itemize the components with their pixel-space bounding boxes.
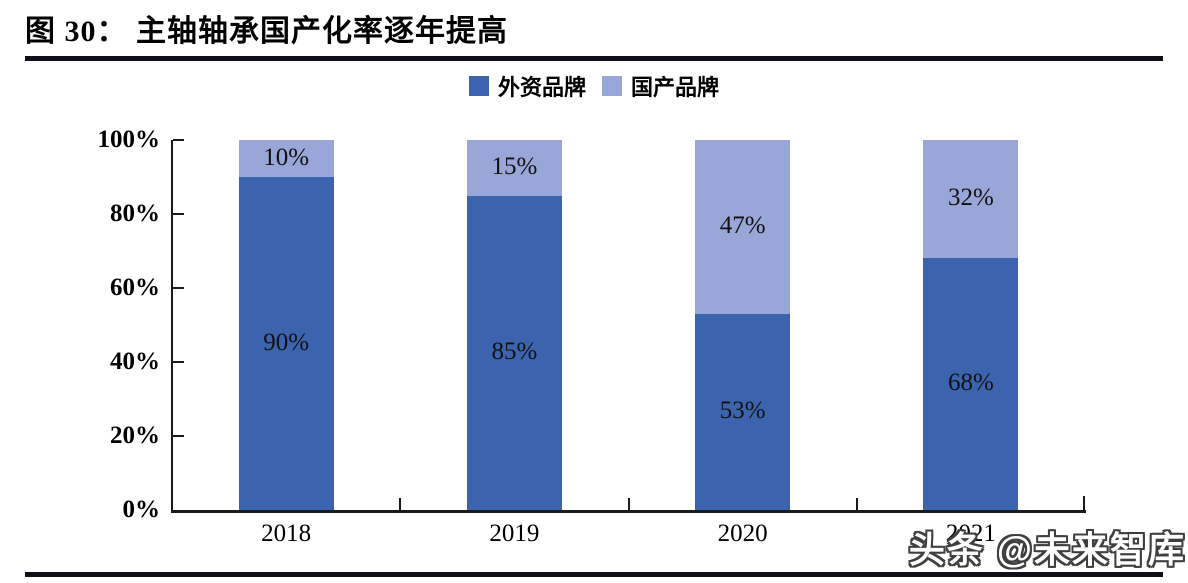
x-category-label: 2020 xyxy=(717,520,768,547)
bar-segment xyxy=(466,140,562,196)
y-tick xyxy=(173,139,184,141)
x-category-label: 2021 xyxy=(945,520,996,547)
y-tick xyxy=(173,435,184,437)
legend-item: 外资品牌 xyxy=(468,70,586,102)
y-axis-line xyxy=(171,140,173,513)
bar-segment xyxy=(923,140,1019,259)
y-tick-label: 20% xyxy=(110,422,160,449)
legend-swatch xyxy=(468,76,489,96)
bar-segment xyxy=(238,177,334,510)
y-tick-label: 60% xyxy=(110,274,160,301)
x-axis-line xyxy=(171,510,1086,513)
legend: 外资品牌 国产品牌 xyxy=(0,70,1188,102)
legend-label: 国产品牌 xyxy=(631,75,720,100)
legend-swatch xyxy=(602,76,622,96)
x-tick xyxy=(855,498,858,510)
x-tick xyxy=(627,498,630,510)
bar-value-label: 32% xyxy=(947,184,994,212)
legend-item: 国产品牌 xyxy=(602,70,719,102)
y-tick xyxy=(173,213,184,215)
x-tick xyxy=(399,498,402,510)
bar-value-label: 90% xyxy=(263,328,310,356)
bar-value-label: 10% xyxy=(263,143,310,171)
watermark: 头条 @未来智库 xyxy=(908,529,1186,570)
bar-value-label: 15% xyxy=(491,152,538,180)
bar-segment xyxy=(923,258,1019,510)
bar-segment xyxy=(238,140,334,177)
y-tick-label: 80% xyxy=(110,200,160,227)
x-category-label: 2019 xyxy=(489,520,540,547)
x-axis-end-tick xyxy=(1083,496,1085,510)
bar-value-label: 85% xyxy=(491,337,538,365)
y-tick-label: 40% xyxy=(110,348,160,375)
legend-label: 外资品牌 xyxy=(497,75,586,100)
bar-value-label: 47% xyxy=(719,211,766,239)
y-tick xyxy=(173,361,184,363)
y-tick xyxy=(173,287,184,289)
bar-segment xyxy=(466,195,562,510)
x-category-label: 2018 xyxy=(261,520,312,547)
bar-value-label: 68% xyxy=(947,369,994,397)
title-divider xyxy=(25,56,1163,61)
bar-segment xyxy=(695,313,791,510)
y-tick-label: 100% xyxy=(97,126,161,153)
bar-segment xyxy=(695,140,791,314)
figure-title: 图 30： 主轴轴承国产化率逐年提高 xyxy=(25,15,508,48)
y-tick-label: 0% xyxy=(122,496,161,523)
bar-value-label: 53% xyxy=(719,396,766,424)
bottom-divider xyxy=(25,572,1163,577)
